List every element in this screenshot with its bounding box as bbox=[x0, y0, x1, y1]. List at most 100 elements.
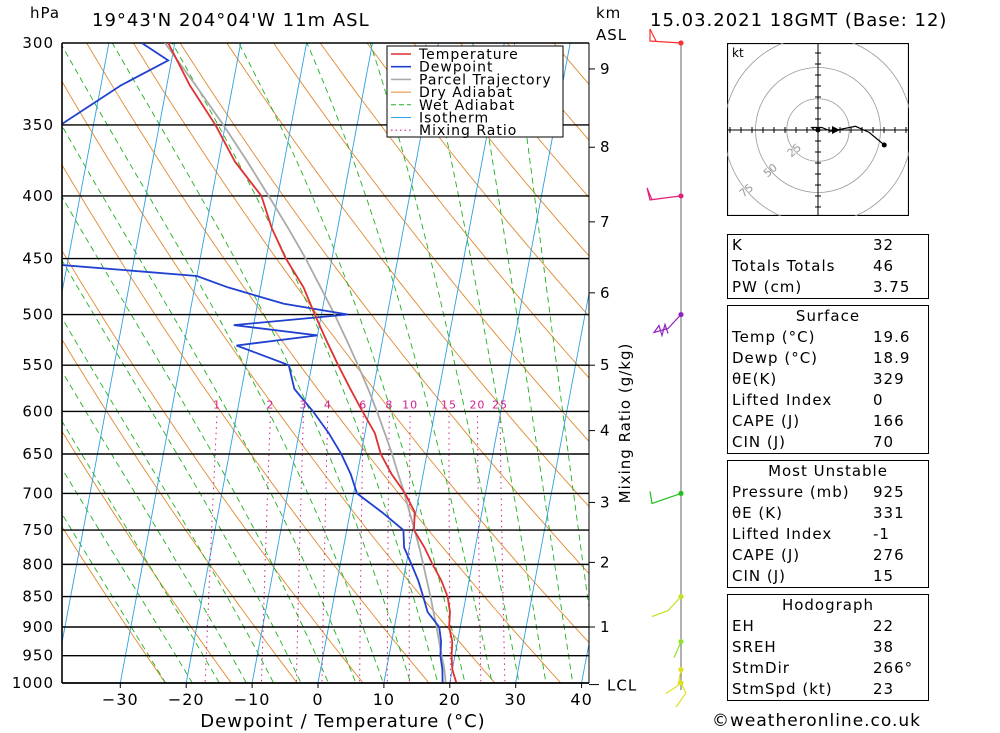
axes: 3003504004505005506006507007508008509009… bbox=[12, 34, 637, 732]
mixing-ratio-label: 15 bbox=[441, 398, 457, 411]
wind-barb bbox=[665, 669, 682, 694]
dry-adiabat bbox=[319, 43, 589, 379]
pressure-tick-label: 550 bbox=[22, 356, 54, 374]
most-unstable-panel: Most Unstable Pressure (mb) 925 θE (K) 331 L… bbox=[727, 460, 929, 588]
index-value: 0 bbox=[873, 391, 884, 409]
isotherm bbox=[185, 43, 308, 683]
index-row: StmDir 266° bbox=[728, 658, 928, 679]
mixing-ratio-lines bbox=[204, 411, 506, 683]
dry-adiabat bbox=[62, 338, 298, 683]
most-unstable-title: Most Unstable bbox=[768, 462, 888, 480]
isotherm bbox=[62, 43, 176, 645]
wet-adiabat bbox=[62, 420, 220, 683]
index-value: 18.9 bbox=[873, 349, 911, 367]
stability-indices-panel: K 32 Totals Totals 46 PW (cm) 3.75 bbox=[727, 234, 929, 299]
index-value: 70 bbox=[873, 433, 895, 451]
wet-adiabat bbox=[62, 467, 193, 683]
index-value: -1 bbox=[873, 525, 890, 543]
index-value: 266° bbox=[873, 659, 914, 677]
isotherm bbox=[251, 43, 373, 683]
asl-label: ASL bbox=[596, 26, 628, 44]
adiabat-lines bbox=[62, 43, 589, 683]
wet-adiabat bbox=[472, 43, 574, 683]
mixing-ratio-label: 2 bbox=[267, 398, 275, 411]
index-label: StmSpd (kt) bbox=[732, 680, 833, 698]
x-tick-label: 40 bbox=[570, 690, 592, 709]
series-dewpoint bbox=[62, 43, 444, 683]
km-tick-label: 9 bbox=[600, 60, 611, 78]
mixing-ratio-label: 6 bbox=[359, 398, 367, 411]
hodograph-stats-panel: Hodograph EH 22 SREH 38 StmDir 266° StmSpd (kt… bbox=[727, 594, 929, 701]
mixing-ratio-label: 25 bbox=[492, 398, 508, 411]
km-tick-label: 2 bbox=[600, 553, 611, 571]
x-tick-label: −10 bbox=[234, 690, 271, 709]
series-parcel-trajectory bbox=[164, 43, 447, 683]
mixing-ratio-line bbox=[408, 411, 411, 683]
index-value: 925 bbox=[873, 483, 905, 501]
pressure-unit-label: hPa bbox=[30, 4, 61, 22]
km-tick-label: 1 bbox=[600, 618, 611, 636]
index-row: Dewp (°C) 18.9 bbox=[728, 348, 928, 369]
sounding-profiles bbox=[62, 43, 458, 683]
index-row: Lifted Index -1 bbox=[728, 524, 928, 545]
dry-adiabat bbox=[62, 525, 166, 683]
legend-entry: Dry Adiabat bbox=[419, 85, 513, 101]
datetime-title: 15.03.2021 18GMT (Base: 12) bbox=[650, 10, 948, 31]
index-row: K 32 bbox=[728, 235, 928, 256]
index-value: 15 bbox=[873, 567, 895, 585]
wet-adiabat bbox=[513, 43, 589, 611]
index-row: CIN (J) 15 bbox=[728, 566, 928, 587]
mixing-ratio-label: 10 bbox=[402, 398, 418, 411]
wet-adiabat bbox=[111, 43, 412, 683]
wind-barb bbox=[675, 682, 687, 708]
index-row: CAPE (J) 276 bbox=[728, 545, 928, 566]
storm-motion-arrow bbox=[832, 126, 840, 134]
wet-adiabat bbox=[424, 43, 547, 683]
location-title: 19°43'N 204°04'W 11m ASL bbox=[92, 10, 370, 31]
pressure-tick-label: 400 bbox=[22, 187, 54, 205]
index-label: Lifted Index bbox=[732, 525, 833, 543]
dry-adiabat bbox=[226, 43, 589, 508]
pressure-tick-label: 700 bbox=[22, 484, 54, 502]
dry-adiabat bbox=[366, 43, 589, 317]
x-axis-label: Dewpoint / Temperature (°C) bbox=[200, 711, 485, 732]
pressure-tick-label: 450 bbox=[22, 250, 54, 268]
km-tick-label: 7 bbox=[600, 213, 611, 231]
lcl-label: LCL bbox=[607, 677, 637, 695]
mixing-ratio-label: 8 bbox=[385, 398, 393, 411]
km-tick-label: 4 bbox=[600, 422, 611, 440]
isotherm bbox=[119, 43, 242, 683]
index-value: 46 bbox=[873, 257, 895, 275]
index-label: Lifted Index bbox=[732, 391, 833, 409]
mixing-ratio-axis-label: Mixing Ratio (g/kg) bbox=[616, 343, 634, 504]
km-label: km bbox=[596, 4, 622, 22]
dry-adiabat bbox=[62, 430, 232, 683]
legend-entry: Temperature bbox=[418, 47, 519, 63]
legend-box bbox=[386, 45, 564, 138]
index-row: θE(K) 329 bbox=[728, 369, 928, 390]
index-row: CAPE (J) 166 bbox=[728, 411, 928, 432]
mixing-ratio-line bbox=[386, 411, 390, 683]
legend-entry: Parcel Trajectory bbox=[419, 72, 552, 88]
wet-adiabat bbox=[306, 43, 493, 683]
mixing-ratio-line bbox=[448, 411, 452, 683]
index-row: CIN (J) 70 bbox=[728, 432, 928, 453]
index-label: StmDir bbox=[732, 659, 790, 677]
hodograph-trace bbox=[810, 125, 885, 146]
index-row: θE (K) 331 bbox=[728, 503, 928, 524]
pressure-tick-label: 900 bbox=[22, 618, 54, 636]
index-label: Dewp (°C) bbox=[732, 349, 819, 367]
index-label: θE(K) bbox=[732, 370, 778, 388]
mixing-ratio-label: 3 bbox=[300, 398, 308, 411]
legend-entry: Isotherm bbox=[419, 111, 489, 127]
index-label: CAPE (J) bbox=[732, 412, 801, 430]
credit-link[interactable]: ©weatheronline.co.uk bbox=[712, 711, 922, 731]
index-value: 38 bbox=[873, 638, 895, 656]
index-value: 19.6 bbox=[873, 328, 911, 346]
mixing-ratio-line bbox=[204, 411, 218, 683]
pressure-tick-label: 500 bbox=[22, 306, 54, 324]
wind-barb bbox=[652, 314, 682, 338]
wind-barb bbox=[649, 491, 682, 505]
